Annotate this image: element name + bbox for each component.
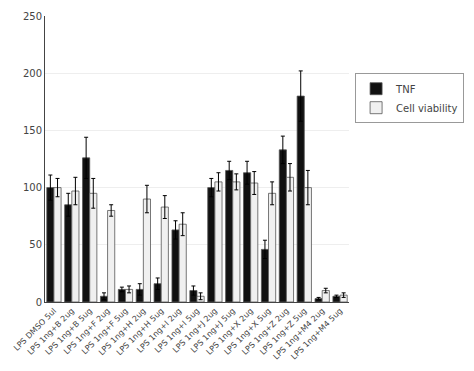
svg-text:TNF: TNF xyxy=(395,84,416,95)
svg-text:100: 100 xyxy=(23,182,42,193)
svg-text:LPS 1ng+X 5ug: LPS 1ng+X 5ug xyxy=(222,306,272,356)
svg-text:150: 150 xyxy=(23,125,42,136)
svg-text:LPS 1ng+J 2ug: LPS 1ng+J 2ug xyxy=(171,306,219,354)
svg-text:LPS 1ng+J 5ug: LPS 1ng+J 5ug xyxy=(189,306,237,354)
svg-text:50: 50 xyxy=(29,239,42,250)
svg-text:LPS 1ng+F 5ug: LPS 1ng+F 5ug xyxy=(80,306,130,356)
svg-text:LPS 1ng+X 2ug: LPS 1ng+X 2ug xyxy=(205,306,255,356)
svg-text:LPS 1ng+H 5ug: LPS 1ng+H 5ug xyxy=(115,306,166,357)
svg-text:LPS DMSO 5ul: LPS DMSO 5ul xyxy=(12,306,58,352)
svg-text:LPS 1ng+I 5ug: LPS 1ng+I 5ug xyxy=(153,306,201,354)
svg-text:0: 0 xyxy=(36,297,42,308)
svg-text:LPS 1ng+M4 2ug: LPS 1ng+M4 2ug xyxy=(272,306,327,361)
svg-text:LPS 1ng+Z 2ug: LPS 1ng+Z 2ug xyxy=(240,306,290,356)
svg-text:LPS 1ng+F 2ug: LPS 1ng+F 2ug xyxy=(62,306,112,356)
svg-text:LPS 1ng+B 5ug: LPS 1ng+B 5ug xyxy=(44,306,94,356)
svg-text:LPS 1ng+Z 5ug: LPS 1ng+Z 5ug xyxy=(258,306,308,356)
svg-text:LPS 1ng+H 2ug: LPS 1ng+H 2ug xyxy=(97,306,148,357)
svg-text:LPS 1ng+B 2ug: LPS 1ng+B 2ug xyxy=(26,306,76,356)
svg-text:250: 250 xyxy=(23,11,42,22)
svg-text:LPS 1ng+M4 5ug: LPS 1ng+M4 5ug xyxy=(289,306,344,361)
svg-text:200: 200 xyxy=(23,68,42,79)
svg-text:Cell viability: Cell viability xyxy=(396,103,457,114)
svg-text:LPS 1ng+I 2ug: LPS 1ng+I 2ug xyxy=(135,306,183,354)
